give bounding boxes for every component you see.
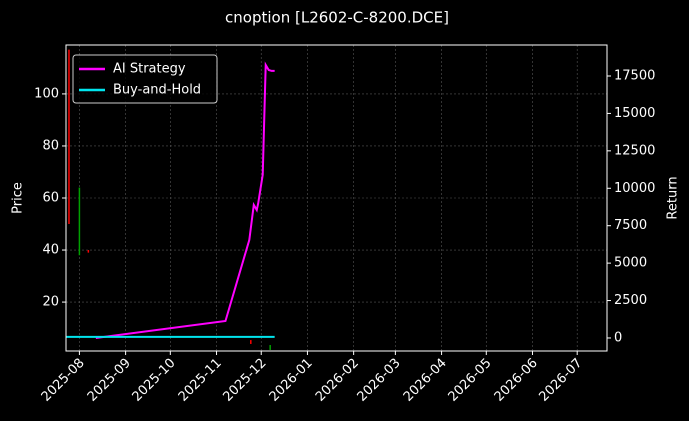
legend-label: AI Strategy (113, 62, 186, 77)
legend-label: Buy-and-Hold (113, 83, 201, 98)
y2-tick-label: 17500 (614, 68, 655, 83)
plot-frame (65, 44, 608, 352)
y2-axis-label: Return (666, 176, 681, 219)
y-tick-label: 40 (42, 243, 59, 258)
y2-tick-label: 7500 (614, 218, 647, 233)
series-line (95, 61, 275, 339)
x-tick-label: 2026-03 (355, 356, 404, 405)
x-tick-label: 2025-08 (39, 356, 88, 405)
x-tick-label: 2025-11 (176, 356, 225, 405)
x-tick-label: 2026-04 (401, 356, 450, 405)
y-tick-label: 20 (42, 295, 59, 310)
y-tick-label: 100 (34, 86, 59, 101)
y-tick-label: 80 (42, 138, 59, 153)
chart-title: cnoption [L2602-C-8200.DCE] (225, 9, 449, 27)
x-tick-label: 2025-09 (85, 356, 134, 405)
x-tick-label: 2026-01 (267, 356, 316, 405)
x-tick-label: 2025-12 (221, 356, 270, 405)
y2-tick-label: 5000 (614, 256, 647, 271)
x-tick-label: 2026-02 (313, 356, 362, 405)
x-tick-label: 2026-06 (492, 356, 541, 405)
y2-tick-label: 2500 (614, 293, 647, 308)
legend-box (72, 54, 218, 104)
y2-tick-label: 10000 (614, 181, 655, 196)
x-tick-label: 2025-10 (130, 356, 179, 405)
y2-tick-label: 15000 (614, 106, 655, 121)
y-tick-label: 60 (42, 191, 59, 206)
y-axis-label: Price (11, 182, 26, 214)
y2-tick-label: 0 (614, 330, 622, 345)
x-tick-label: 2026-07 (536, 356, 585, 405)
y2-tick-label: 12500 (614, 143, 655, 158)
x-tick-label: 2026-05 (446, 356, 495, 405)
